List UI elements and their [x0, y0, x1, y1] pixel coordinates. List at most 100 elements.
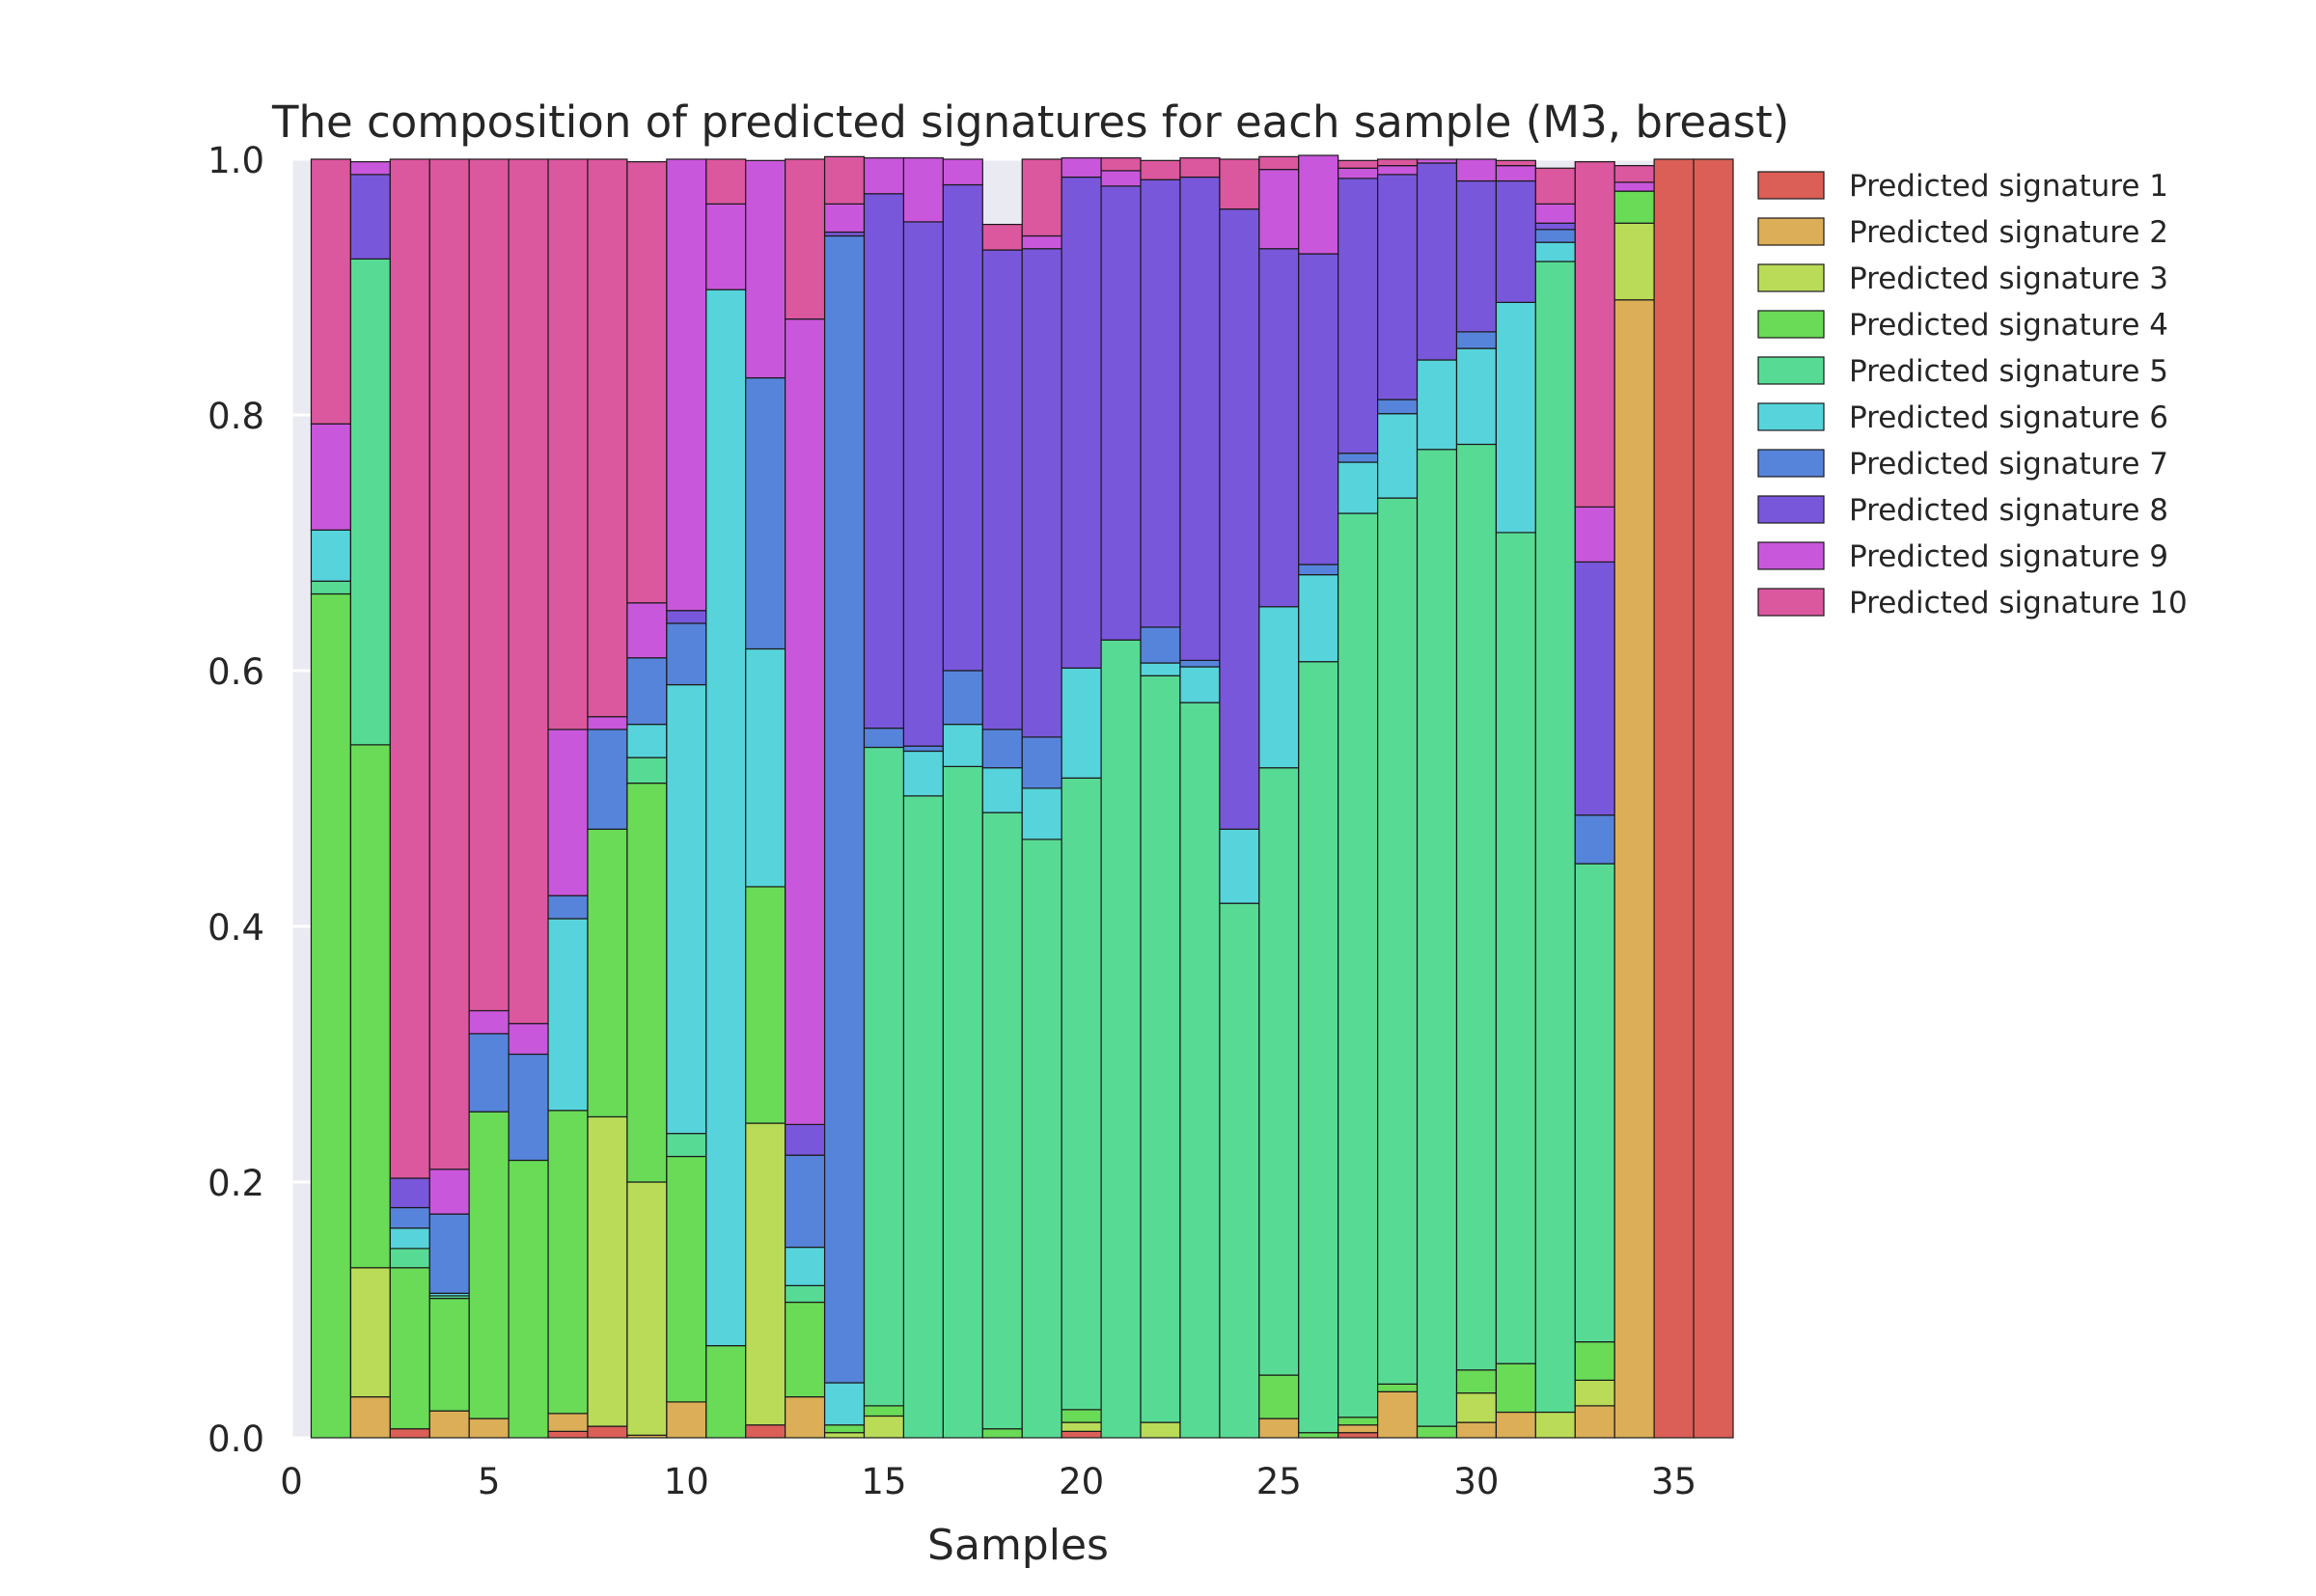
bar-segment — [1377, 497, 1419, 1385]
bar-segment — [547, 918, 589, 1112]
bar-segment — [1061, 1421, 1102, 1432]
bar-segment — [428, 1169, 470, 1215]
bar-segment — [1377, 174, 1419, 400]
bar-segment — [1021, 839, 1062, 1439]
bar-segment — [1534, 261, 1576, 1414]
bar-segment — [626, 757, 668, 784]
bar-segment — [547, 729, 589, 896]
bar-segment — [349, 1267, 391, 1398]
bar-segment — [468, 158, 510, 1012]
bar-segment — [1337, 1424, 1379, 1434]
bar-segment — [1337, 1417, 1379, 1426]
bar-segment — [823, 1424, 866, 1434]
bar-segment — [1495, 179, 1536, 303]
bar-segment — [1179, 659, 1221, 668]
bar-segment — [1179, 176, 1221, 662]
bar-segment — [745, 1122, 786, 1426]
bar-segment — [1613, 165, 1655, 183]
legend-swatch — [1757, 171, 1825, 200]
bar-segment — [1337, 178, 1379, 454]
bar-segment — [1613, 190, 1655, 224]
legend-label: Predicted signature 5 — [1849, 354, 2168, 389]
bar-segment — [1140, 674, 1181, 1423]
bar-segment — [1258, 606, 1300, 769]
bar-segment — [1416, 162, 1458, 361]
bar-segment — [705, 158, 747, 205]
bar-segment — [1495, 165, 1536, 182]
bar-segment — [587, 1425, 628, 1439]
bar-segment — [1061, 777, 1102, 1411]
bar-segment — [349, 744, 391, 1269]
bar-segment — [785, 1154, 826, 1249]
bar-segment — [1258, 1374, 1300, 1419]
bar-segment — [863, 193, 905, 729]
bar-segment — [1061, 667, 1102, 779]
bar-segment — [942, 724, 983, 767]
bar-segment — [785, 1284, 826, 1304]
bar-segment — [468, 1417, 510, 1439]
bar-segment — [1693, 158, 1734, 1439]
bar-segment — [981, 249, 1023, 730]
bar-segment — [1219, 902, 1260, 1439]
legend-swatch — [1757, 495, 1825, 524]
bar-segment — [1258, 155, 1300, 171]
bar-segment — [1140, 662, 1181, 676]
bar-segment — [1377, 1383, 1419, 1392]
bar-segment — [1337, 167, 1379, 179]
bar-segment — [1455, 1392, 1498, 1423]
bar-segment — [1061, 1430, 1102, 1439]
bar-segment — [823, 234, 866, 1384]
bar-segment — [389, 1267, 430, 1430]
bar-segment — [1613, 181, 1655, 192]
legend-swatch — [1757, 588, 1825, 617]
bar-segment — [1574, 1405, 1615, 1439]
bar-segment — [1337, 461, 1379, 514]
bar-segment — [626, 1181, 668, 1436]
bar-segment — [745, 376, 786, 650]
x-tick-label: 30 — [1453, 1461, 1499, 1502]
bar-segment — [785, 1301, 826, 1398]
bar-segment — [349, 174, 391, 260]
bar-segment — [1219, 828, 1260, 904]
x-axis-label: Samples — [927, 1521, 1109, 1570]
bar-segment — [468, 1009, 510, 1034]
bar-segment — [1495, 1362, 1536, 1414]
bar-segment — [626, 161, 668, 604]
bar-segment — [310, 423, 351, 531]
bar-segment — [666, 683, 707, 1135]
bar-segment — [863, 1405, 905, 1417]
bar-segment — [981, 223, 1023, 251]
bar-segment — [1100, 639, 1142, 1439]
bar-segment — [626, 602, 668, 659]
bar-segment — [1416, 1425, 1458, 1439]
y-tick-label: 1.0 — [207, 140, 264, 181]
bar-segment — [902, 745, 944, 753]
legend-swatch — [1757, 449, 1825, 478]
y-tick-label: 0.6 — [207, 651, 264, 693]
bar-segment — [389, 1177, 430, 1209]
bar-segment — [1140, 159, 1181, 180]
legend-label: Predicted signature 9 — [1849, 539, 2168, 574]
bar-segment — [310, 580, 351, 595]
bar-segment — [785, 158, 826, 320]
bar-segment — [902, 795, 944, 1439]
bar-segment — [1337, 1432, 1379, 1439]
x-tick-label: 15 — [861, 1461, 906, 1502]
bar-segment — [349, 161, 391, 176]
bar-segment — [863, 728, 905, 749]
bar-segment — [745, 886, 786, 1124]
bar-segment — [1574, 814, 1615, 865]
bar-segment — [823, 203, 866, 234]
bar-segment — [705, 289, 747, 1347]
legend-swatch — [1757, 310, 1825, 339]
bar-segment — [1574, 1341, 1615, 1381]
bar-segment — [1455, 347, 1498, 446]
bar-segment — [902, 221, 944, 747]
bar-segment — [508, 1053, 549, 1162]
bar-segment — [587, 729, 628, 830]
bar-segment — [1140, 1421, 1181, 1439]
y-tick-labels: 0.0 0.2 0.4 0.6 0.8 1.0 — [207, 140, 264, 1460]
bar-segment — [1455, 331, 1498, 349]
bar-segment — [666, 610, 707, 624]
legend-swatch — [1757, 402, 1825, 431]
